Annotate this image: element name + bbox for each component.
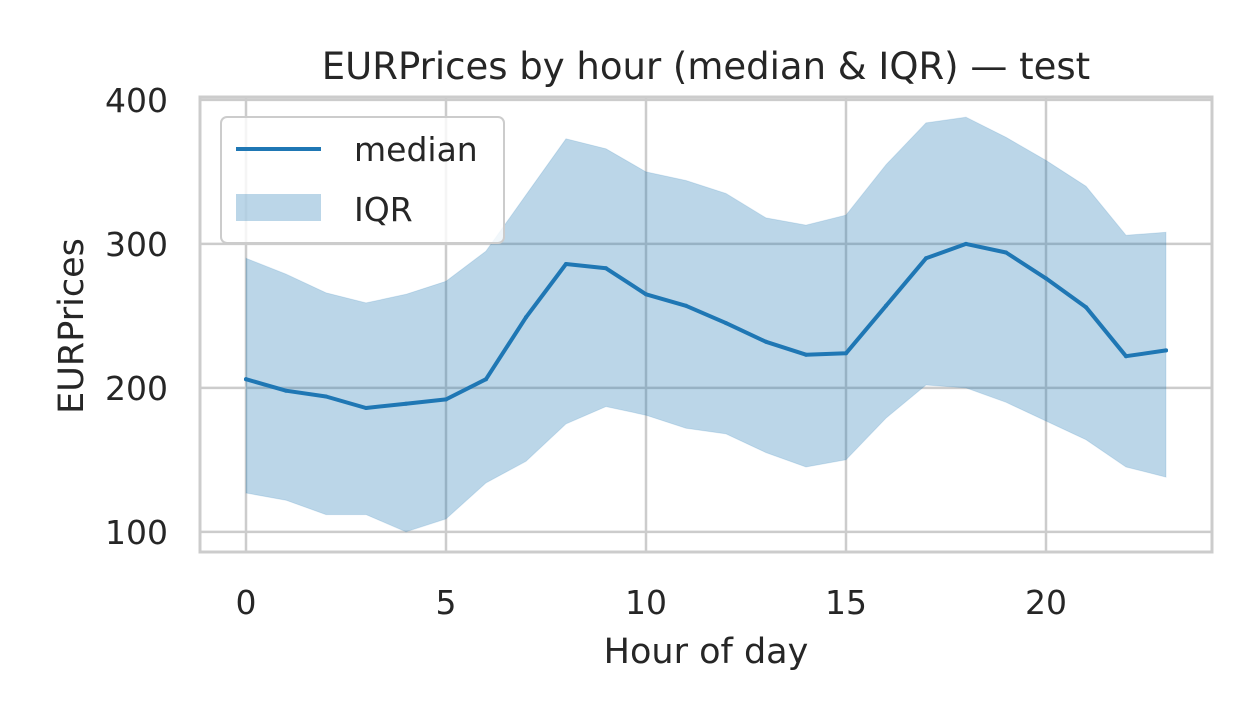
median-point — [284, 388, 288, 393]
median-point — [1004, 250, 1008, 255]
median-point — [804, 352, 808, 357]
median-point — [924, 256, 928, 261]
chart-title: EURPrices by hour (median & IQR) — test — [322, 45, 1090, 88]
x-axis-label: Hour of day — [604, 632, 809, 672]
median-point — [724, 321, 728, 326]
legend-iqr-label: IQR — [354, 190, 413, 229]
iqr-band-layer — [245, 116, 1167, 533]
median-point — [764, 339, 768, 344]
legend-median-label: median — [354, 130, 478, 169]
y-tick-labels: 100 200 300 400 — [105, 81, 168, 552]
x-tick-label: 0 — [236, 583, 257, 622]
median-point — [884, 303, 888, 308]
y-tick-label: 400 — [105, 81, 168, 120]
median-point — [964, 241, 968, 246]
median-point — [484, 377, 488, 382]
x-tick-label: 15 — [825, 583, 867, 622]
y-tick-label: 300 — [105, 225, 168, 264]
x-tick-label: 20 — [1025, 583, 1067, 622]
legend-iqr-swatch — [236, 194, 321, 221]
median-point — [324, 394, 328, 399]
legend: median IQR — [220, 116, 505, 244]
x-tick-label: 10 — [625, 583, 667, 622]
y-tick-label: 200 — [105, 369, 168, 408]
median-point — [604, 266, 608, 271]
median-point — [684, 303, 688, 308]
median-point — [1044, 276, 1048, 281]
median-point — [564, 262, 568, 266]
median-line — [244, 241, 1168, 410]
iqr-band — [245, 116, 1167, 533]
plot-frame — [198, 95, 1214, 554]
median-point — [404, 401, 408, 406]
median-point — [1124, 354, 1128, 359]
y-tick-label: 100 — [105, 513, 168, 552]
median-point — [1164, 348, 1168, 353]
median-line-layer — [244, 241, 1168, 410]
median-point — [844, 351, 848, 356]
median-point — [444, 397, 448, 402]
median-point — [364, 406, 368, 410]
x-tick-label: 5 — [436, 583, 457, 622]
y-axis-label: EURPrices — [52, 238, 92, 414]
median-point — [244, 377, 248, 382]
x-tick-labels: 0 5 10 15 20 — [236, 583, 1068, 622]
median-point — [1084, 305, 1088, 310]
median-point — [644, 292, 648, 297]
median-point — [524, 315, 528, 320]
